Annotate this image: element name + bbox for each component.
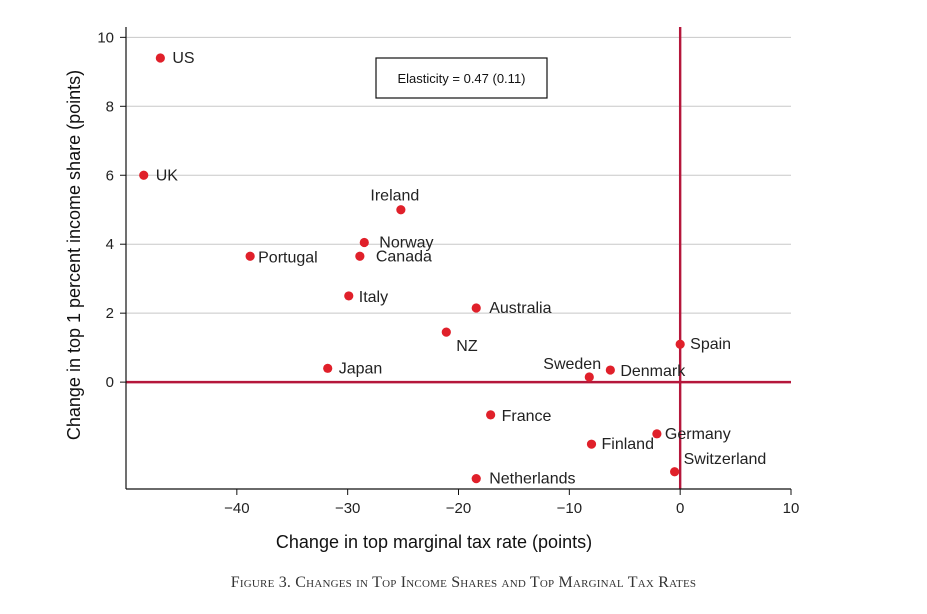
point-japan — [323, 363, 333, 373]
point-label-italy: Italy — [359, 289, 388, 306]
point-us — [155, 53, 165, 63]
point-nz — [441, 327, 451, 337]
point-label-spain: Spain — [690, 336, 731, 353]
point-label-switzerland: Switzerland — [684, 451, 767, 468]
point-australia — [471, 303, 481, 313]
point-france — [486, 410, 496, 420]
y-tick-label: 6 — [106, 167, 114, 184]
point-finland — [586, 439, 597, 449]
point-sweden — [584, 372, 594, 382]
x-tick-label: −40 — [224, 500, 249, 517]
point-label-sweden: Sweden — [543, 356, 601, 373]
point-portugal — [245, 251, 255, 261]
y-tick-label: 4 — [106, 236, 114, 253]
point-label-japan: Japan — [339, 360, 383, 377]
point-label-uk: UK — [156, 167, 179, 184]
x-axis-title: Change in top marginal tax rate (points) — [276, 532, 592, 552]
x-tick-label: −10 — [557, 500, 582, 517]
point-label-france: France — [502, 408, 552, 425]
reference-lines — [126, 27, 791, 489]
x-tick-label: −20 — [446, 500, 471, 517]
point-label-us: US — [172, 50, 194, 67]
data-points — [139, 53, 685, 484]
point-label-germany: Germany — [665, 426, 731, 443]
point-label-canada: Canada — [376, 248, 432, 265]
point-label-finland: Finland — [602, 436, 654, 453]
point-label-norway: Norway — [379, 234, 433, 251]
y-tick-label: 8 — [106, 98, 114, 115]
y-tick-label: 2 — [106, 305, 114, 322]
y-axis-title: Change in top 1 percent income share (po… — [64, 70, 84, 440]
point-norway — [359, 237, 369, 248]
figure-caption: Figure 3. Changes in Top Income Shares a… — [230, 574, 697, 591]
elasticity-annotation: Elasticity = 0.47 (0.11) — [375, 57, 548, 99]
x-tick-label: 0 — [676, 500, 684, 517]
point-switzerland — [670, 467, 680, 477]
point-italy — [344, 291, 354, 301]
point-label-netherlands: Netherlands — [489, 471, 575, 488]
point-uk — [139, 170, 149, 180]
x-tick-label: −30 — [335, 500, 360, 517]
y-ticks: 0 2 4 6 8 10 — [97, 29, 126, 391]
point-label-ireland: Ireland — [370, 188, 419, 205]
point-ireland — [396, 205, 406, 215]
point-label-australia: Australia — [489, 300, 551, 317]
point-canada — [355, 251, 365, 261]
y-tick-label: 0 — [106, 374, 114, 391]
elasticity-text: Elasticity = 0.47 (0.11) — [397, 71, 525, 86]
point-label-nz: NZ — [456, 338, 478, 355]
point-label-portugal: Portugal — [258, 249, 318, 266]
x-ticks: −40 −30 −20 −10 0 10 — [224, 489, 799, 517]
scatter-chart: −40 −30 −20 −10 0 10 0 2 4 6 8 10 US UK Ireland Norwa… — [64, 27, 799, 552]
point-label-denmark: Denmark — [620, 363, 686, 380]
point-spain — [675, 339, 685, 349]
point-denmark — [605, 365, 615, 375]
x-tick-label: 10 — [783, 500, 800, 517]
point-germany — [652, 429, 662, 439]
point-netherlands — [471, 474, 481, 484]
y-tick-label: 10 — [97, 29, 114, 46]
